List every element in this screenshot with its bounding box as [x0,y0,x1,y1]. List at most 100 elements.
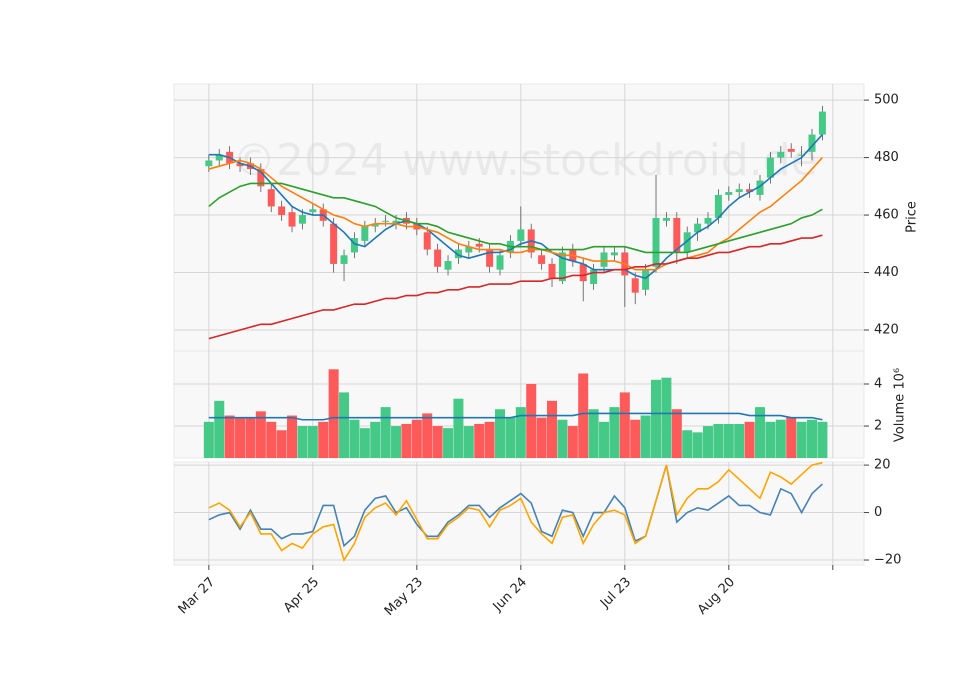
candle-body [777,151,785,158]
volume-bar [484,421,495,458]
watermark: ©2024 www.stockdroid.de [232,135,818,186]
volume-bar [588,409,599,458]
candle-body [517,229,525,241]
volume-bar [796,421,807,458]
volume-bar [547,400,558,458]
volume-bar [807,419,818,458]
volume-bar [578,373,589,458]
candle-body [309,209,317,213]
candle-body [330,223,338,264]
volume-bar [682,430,693,458]
volume-bar [339,392,350,458]
moving-average [208,182,823,254]
y-tick-label: 420 [874,323,899,338]
volume-bar [599,421,610,458]
volume-bar [318,421,329,458]
volume-bar [505,417,516,458]
candle-body [538,255,546,264]
candle-body [600,252,608,267]
y-tick-label: 480 [874,150,899,165]
volume-bar [297,426,308,458]
candle-body [590,269,598,285]
candle-body [818,111,826,135]
volume-bar [661,377,672,458]
candle-body [694,223,702,233]
candle-body [423,232,431,250]
candle-body [548,263,556,279]
price-panel [173,83,865,352]
candle-body [382,220,390,222]
candle-body [735,189,743,193]
volume-bar [495,409,506,458]
x-tick-label: Mar 27 [176,575,219,618]
volume-bar [391,426,402,458]
volume-bar [640,415,651,458]
candle-body [350,238,358,253]
moving-average [208,234,823,340]
candle-body [288,212,296,227]
candle-body [496,255,504,270]
candle-body [756,180,764,195]
candle-body [465,246,473,253]
candle-body [486,249,494,267]
volume-bar [255,411,266,458]
volume-bar [328,369,339,458]
volume-bar [619,392,630,458]
volume-bar [266,421,277,458]
volume-bar [723,423,734,458]
volume-bar [474,423,485,458]
volume-bar [276,430,287,458]
candle-body [808,134,816,152]
candle-body [278,206,286,216]
candle-body [454,249,462,259]
oscillator-line [208,464,823,548]
candle-body [662,217,670,221]
candle-body [579,263,587,282]
volume-bar [630,419,641,458]
volume-bar [463,426,474,458]
candle-body [298,215,306,224]
candle-body [361,226,369,241]
volume-bar [713,423,724,458]
candle-body [340,255,348,264]
volume-bar [349,419,360,458]
y-axis-label: Price [905,201,920,233]
volume-bar [224,415,235,458]
volume-bar [453,398,464,458]
volume-bar [775,419,786,458]
volume-bar [203,421,214,458]
volume-bar [786,417,797,458]
y-tick-label: 500 [874,93,899,108]
x-tick-label: Jun 24 [490,575,530,615]
volume-bar [734,423,745,458]
volume-bar [411,419,422,458]
candle-body [798,154,806,156]
volume-bar [307,426,318,458]
volume-bar [817,421,828,458]
volume-bar [422,413,433,458]
x-tick-label: Apr 25 [281,575,322,616]
volume-bar [755,407,766,458]
candle-body [631,278,639,293]
volume-bar [515,407,526,458]
candle-body [766,157,774,178]
candle-body [215,154,223,161]
candle-body [434,249,442,267]
volume-bar [359,428,370,458]
candle-body [642,269,650,290]
x-tick-label: May 23 [382,575,426,619]
candle-body [371,223,379,227]
volume-bar [287,415,298,458]
candle-body [746,189,754,193]
y-tick-label: 0 [874,505,882,520]
candle-body [610,252,618,256]
volume-bar [380,407,391,458]
candle-body [714,194,722,218]
volume-bar [536,417,547,458]
candle-body [475,243,483,247]
candle-body [704,217,712,224]
volume-bar [526,384,537,458]
candle-body [683,232,691,253]
volume-bar [765,421,776,458]
